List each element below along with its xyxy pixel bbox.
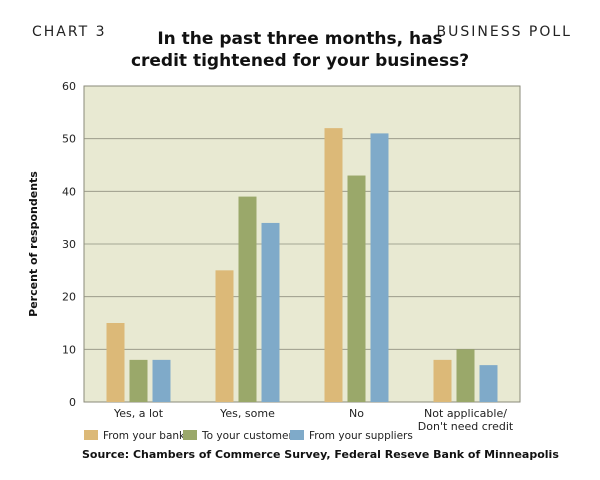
x-tick-label: No [349,407,364,420]
legend-label: From your suppliers [309,430,413,442]
bar-1-4 [433,359,452,402]
legend-swatch [183,430,197,440]
chart-title: In the past three months, has credit tig… [130,28,470,72]
source-note: Source: Chambers of Commerce Survey, Fed… [82,448,559,461]
legend-label: To your customer [201,430,293,442]
section-label: BUSINESS POLL [436,24,572,40]
bar-2-1 [129,359,148,402]
y-tick-label: 50 [62,133,76,146]
chart-number-label: CHART 3 [32,24,107,40]
x-tick-label: Not applicable/ [424,407,507,420]
x-tick-label: Yes, a lot [113,407,164,420]
bar-2-4 [456,349,475,402]
bar-1-1 [106,323,125,402]
bar-2-2 [238,196,257,402]
bar-3-1 [152,359,171,402]
legend-label: From your bank [103,430,186,442]
bar-2-3 [347,175,366,402]
bar-1-2 [215,270,234,402]
y-tick-label: 0 [69,396,76,409]
chart-title-line-1: In the past three months, has [157,29,443,49]
bar-3-4 [479,365,498,402]
bar-3-3 [370,133,389,402]
legend-swatch [290,430,304,440]
bar-1-3 [324,128,343,402]
y-tick-label: 60 [62,80,76,93]
x-tick-label: Yes, some [219,407,275,420]
y-tick-label: 40 [62,185,76,198]
y-tick-label: 30 [62,238,76,251]
x-tick-label: Don't need credit [418,420,514,433]
y-tick-label: 20 [62,291,76,304]
bar-3-2 [261,222,280,402]
legend-swatch [84,430,98,440]
y-tick-label: 10 [62,343,76,356]
chart-title-line-2: credit tightened for your business? [130,51,470,71]
y-axis-label: Percent of respondents [27,171,40,317]
